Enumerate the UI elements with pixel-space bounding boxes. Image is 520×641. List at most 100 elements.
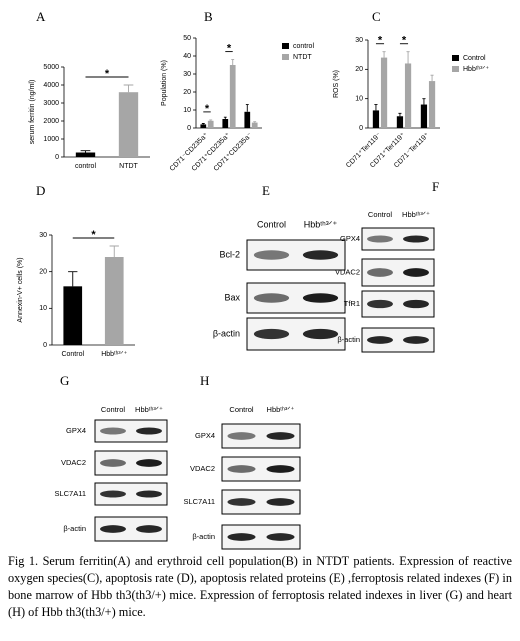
y-tick-label: 1000 xyxy=(43,136,59,143)
column-header: Control xyxy=(101,405,126,414)
blot-band xyxy=(266,465,295,473)
y-axis-label: ROS (%) xyxy=(333,70,340,98)
y-axis-label: serum ferritin (ng/ml) xyxy=(29,80,36,145)
error-bar xyxy=(201,123,205,125)
column-header: Hbbᵗʰ³ᐟ⁺ xyxy=(135,405,163,414)
y-tick-label: 10 xyxy=(183,107,191,114)
y-tick-label: 20 xyxy=(183,89,191,96)
blot-band xyxy=(136,525,162,533)
row-label: β-actin xyxy=(337,335,360,344)
bar xyxy=(244,111,251,128)
bar xyxy=(229,65,236,128)
y-tick-label: 5000 xyxy=(43,64,59,71)
panel-letter: B xyxy=(204,9,213,24)
y-axis-label: Annexin-V+ cells (%) xyxy=(17,257,24,322)
blot-band xyxy=(367,336,393,344)
caption: Fig 1. Serum ferritin(A) and erythroid c… xyxy=(8,554,512,619)
y-tick-label: 30 xyxy=(183,71,191,78)
column-header: Hbbᵗʰ³ᐟ⁺ xyxy=(267,405,295,414)
error-bar xyxy=(374,104,378,111)
bar xyxy=(420,104,428,128)
error-bar xyxy=(209,119,213,121)
error-bar xyxy=(430,74,434,82)
bar xyxy=(380,57,388,128)
bar xyxy=(372,110,380,128)
row-label: β-actin xyxy=(192,532,215,541)
row-label: SLC7A11 xyxy=(183,497,215,506)
blot-band xyxy=(227,465,256,473)
blot-band xyxy=(100,427,126,435)
blot-band xyxy=(100,459,126,467)
blot-band xyxy=(266,498,295,506)
bar xyxy=(104,257,124,345)
blot-band xyxy=(227,498,256,506)
legend-swatch xyxy=(282,54,289,60)
significance-mark: * xyxy=(91,229,96,241)
y-tick-label: 30 xyxy=(39,232,47,239)
x-tick-label: CD71⁺CD235a⁺ xyxy=(191,132,232,173)
error-bar xyxy=(406,51,410,64)
significance-mark: * xyxy=(227,43,232,55)
blot-band xyxy=(403,235,429,243)
blot-band xyxy=(403,268,429,277)
y-tick-label: 3000 xyxy=(43,100,59,107)
panel-letter: C xyxy=(372,9,381,24)
legend-label: NTDT xyxy=(293,54,312,61)
y-tick-label: 4000 xyxy=(43,82,59,89)
row-label: TfR1 xyxy=(344,299,360,308)
bar xyxy=(63,286,83,345)
row-label: GPX4 xyxy=(340,234,360,243)
error-bar xyxy=(123,84,134,93)
error-bar xyxy=(109,245,119,257)
bar xyxy=(404,63,412,128)
row-label: GPX4 xyxy=(66,426,86,435)
error-bar xyxy=(231,59,235,65)
legend-label: Hbbᵗʰ³ᐟ⁺ xyxy=(463,66,489,73)
error-bar xyxy=(398,112,402,117)
y-tick-label: 2000 xyxy=(43,118,59,125)
row-label: VDAC2 xyxy=(61,458,86,467)
row-label: β-actin xyxy=(63,524,86,533)
significance-mark: * xyxy=(205,103,210,115)
y-tick-label: 30 xyxy=(355,37,363,44)
panel-letter: F xyxy=(432,179,439,194)
row-label: GPX4 xyxy=(195,431,215,440)
error-bar xyxy=(68,271,78,287)
legend-label: control xyxy=(293,43,314,50)
panel-letter: D xyxy=(36,183,45,198)
row-label: Bcl-2 xyxy=(219,249,240,259)
error-bar xyxy=(223,116,227,119)
significance-mark: * xyxy=(378,35,383,47)
error-bar xyxy=(382,51,386,58)
row-label: VDAC2 xyxy=(335,267,360,276)
blot-band xyxy=(136,427,162,435)
blot-band xyxy=(367,299,393,309)
column-header: Control xyxy=(229,405,254,414)
column-header: Hbbᵗʰ³ᐟ⁺ xyxy=(304,219,338,229)
error-bar xyxy=(245,104,249,112)
blot-frame xyxy=(94,482,168,506)
panel-letter: E xyxy=(262,183,270,198)
blot-band xyxy=(403,299,429,309)
bar xyxy=(118,92,139,157)
legend-swatch xyxy=(452,55,459,61)
blot-band xyxy=(403,336,429,344)
blot-band xyxy=(136,459,162,467)
y-tick-label: 50 xyxy=(183,35,191,42)
legend-swatch xyxy=(282,43,289,49)
x-tick-label: Hbbᵗʰ³ᐟ⁺ xyxy=(101,351,127,358)
bar xyxy=(428,81,436,128)
bar xyxy=(75,152,96,157)
row-label: Bax xyxy=(224,292,240,302)
y-tick-label: 0 xyxy=(55,154,59,161)
y-tick-label: 0 xyxy=(359,125,363,132)
row-label: SLC7A11 xyxy=(54,489,86,498)
significance-mark: * xyxy=(105,68,110,80)
column-header: Hbbᵗʰ³ᐟ⁺ xyxy=(402,210,430,219)
x-tick-label: NTDT xyxy=(119,163,138,170)
error-bar xyxy=(80,150,91,153)
column-header: Control xyxy=(368,210,393,219)
significance-mark: * xyxy=(402,35,407,47)
bar xyxy=(222,119,229,128)
